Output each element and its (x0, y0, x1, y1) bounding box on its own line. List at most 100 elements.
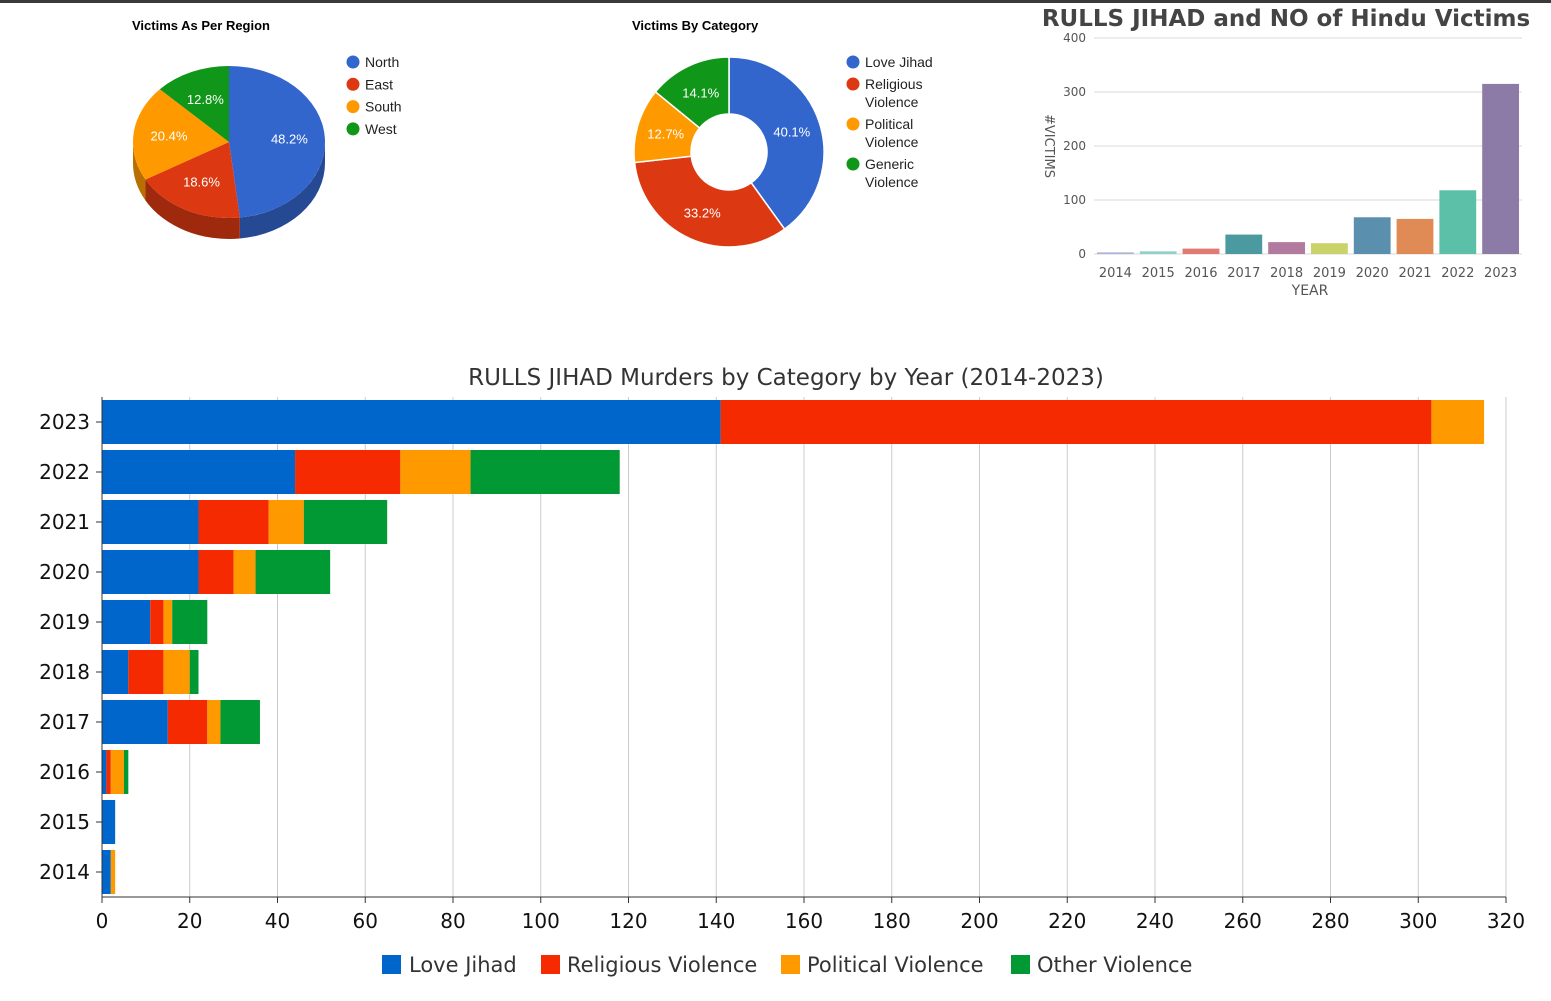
bar-2018-love-jihad (102, 650, 129, 694)
legend-dot-north (346, 55, 360, 69)
legend-dot-love-jihad (846, 55, 860, 69)
bar-2023 (1482, 83, 1520, 255)
legend-label-political-violence: Political Violence (807, 953, 984, 977)
bar-2020-political-violence (233, 550, 256, 594)
bar-2014-love-jihad (102, 850, 111, 894)
x-tick-label: 2019 (1313, 266, 1346, 281)
pie-side-south (133, 142, 146, 201)
bar-2016-other-violence (123, 750, 129, 794)
y-tick-label: 2020 (39, 560, 90, 584)
category-donut-title: Victims By Category (632, 18, 759, 33)
legend-label-love-jihad: Love Jihad (865, 54, 933, 70)
category-donut-slice-labels: 40.1% 33.2% 12.7% 14.1% (647, 85, 810, 220)
bar-2019-love-jihad (102, 600, 151, 644)
bar-2022-political-violence (400, 450, 471, 494)
bar-2020 (1353, 217, 1391, 254)
legend-label-other-violence: Other Violence (1037, 953, 1192, 977)
legend-dot-west (346, 122, 360, 136)
murders-stacked-x-ticks: 0 20 40 60 80 100 120 140 160 180 200 220 240 260 280 3… (96, 909, 1525, 933)
x-tick-label: 80 (440, 909, 465, 933)
y-tick-label: 200 (1063, 139, 1086, 153)
bar-2017-other-violence (220, 700, 260, 744)
bar-2022 (1439, 190, 1477, 254)
legend-label-south: South (365, 99, 402, 115)
pie-slice-label-west: 12.8% (187, 92, 224, 107)
region-pie-top (133, 66, 325, 218)
x-tick-label: 2014 (1099, 266, 1132, 281)
bar-2015 (1139, 251, 1177, 254)
bar-2018-political-violence (163, 650, 190, 694)
bar-2022-religious-violence (295, 450, 401, 494)
top-border (0, 0, 1551, 3)
bar-2021-other-violence (303, 500, 388, 544)
y-tick-label: 2015 (39, 810, 90, 834)
bar-2019 (1310, 243, 1348, 254)
donut-slice-generic-violence (654, 56, 730, 129)
x-tick-label: 180 (873, 909, 911, 933)
donut-slice-label-love-jihad: 40.1% (773, 125, 810, 140)
legend-swatch-love-jihad (382, 955, 401, 974)
bar-2014 (1096, 252, 1134, 254)
murders-stacked-axes (101, 397, 1506, 898)
donut-slice-label-generic-violence: 14.1% (682, 85, 719, 100)
bar-2021-love-jihad (102, 500, 199, 544)
murders-stacked-title: RULLS JIHAD Murders by Category by Year … (468, 365, 1104, 391)
victims-bar-bars (1096, 83, 1520, 255)
region-pie-sides (133, 142, 325, 239)
bar-2014-political-violence (110, 850, 116, 894)
legend-label-religious-violence: Religious Violence (567, 953, 757, 977)
y-tick-label: 2023 (39, 410, 90, 434)
bar-2023-love-jihad (102, 400, 721, 444)
x-tick-label: 0 (96, 909, 109, 933)
victims-bar-ylabel: #VICTIMS (1041, 114, 1056, 178)
pie-side-north (239, 142, 325, 239)
region-pie-chart: Victims As Per Region 48.2% 18.6% 20.4% 12.… (132, 18, 402, 239)
legend-dot-generic-violence (846, 157, 860, 171)
y-tick-label: 300 (1063, 85, 1086, 99)
x-tick-label: 2021 (1398, 266, 1431, 281)
bar-2016 (1182, 248, 1220, 254)
legend-dot-south (346, 100, 360, 114)
bar-2018 (1268, 242, 1306, 254)
y-tick-label: 2018 (39, 660, 90, 684)
bar-2017 (1225, 234, 1263, 254)
x-tick-label: 240 (1136, 909, 1174, 933)
y-tick-label: 2016 (39, 760, 90, 784)
y-tick-label: 2022 (39, 460, 90, 484)
murders-stacked-legend: Love Jihad Religious Violence Political Vi… (382, 953, 1192, 977)
pie-slice-south (133, 89, 229, 180)
donut-slice-label-political-violence: 12.7% (647, 126, 684, 141)
bar-2021 (1396, 218, 1434, 254)
pie-slice-label-south: 20.4% (151, 128, 188, 143)
y-tick-label: 2021 (39, 510, 90, 534)
bar-2023-political-violence (1431, 400, 1485, 444)
bar-2020-religious-violence (198, 550, 234, 594)
legend-label-east: East (365, 76, 393, 92)
pie-slice-label-east: 18.6% (183, 175, 220, 190)
x-tick-label: 260 (1224, 909, 1262, 933)
legend-label-love-jihad: Love Jihad (409, 953, 517, 977)
bar-2021-religious-violence (198, 500, 269, 544)
bar-2016-love-jihad (102, 750, 107, 794)
x-tick-label: 2017 (1227, 266, 1260, 281)
bar-2022-other-violence (470, 450, 620, 494)
victims-bar-x-ticks: 2014 2015 2016 2017 2018 2019 2020 2021 2022 2023 (1099, 266, 1517, 281)
bar-2023-religious-violence (720, 400, 1432, 444)
legend-label-religious-violence: Religious Violence (865, 76, 926, 110)
x-tick-label: 300 (1399, 909, 1437, 933)
y-tick-label: 2014 (39, 860, 90, 884)
x-tick-label: 2020 (1356, 266, 1389, 281)
bar-2019-political-violence (163, 600, 173, 644)
donut-slice-religious-violence (633, 155, 786, 248)
legend-swatch-political-violence (781, 955, 800, 974)
x-tick-label: 120 (609, 909, 647, 933)
x-tick-label: 320 (1487, 909, 1525, 933)
category-donut-legend: Love Jihad Religious Violence Political Vi… (846, 54, 933, 190)
x-tick-label: 280 (1311, 909, 1349, 933)
legend-label-generic-violence: Generic Violence (865, 156, 919, 190)
legend-label-west: West (365, 121, 397, 137)
bar-2017-political-violence (207, 700, 221, 744)
bar-2019-religious-violence (150, 600, 164, 644)
bar-2016-political-violence (110, 750, 124, 794)
